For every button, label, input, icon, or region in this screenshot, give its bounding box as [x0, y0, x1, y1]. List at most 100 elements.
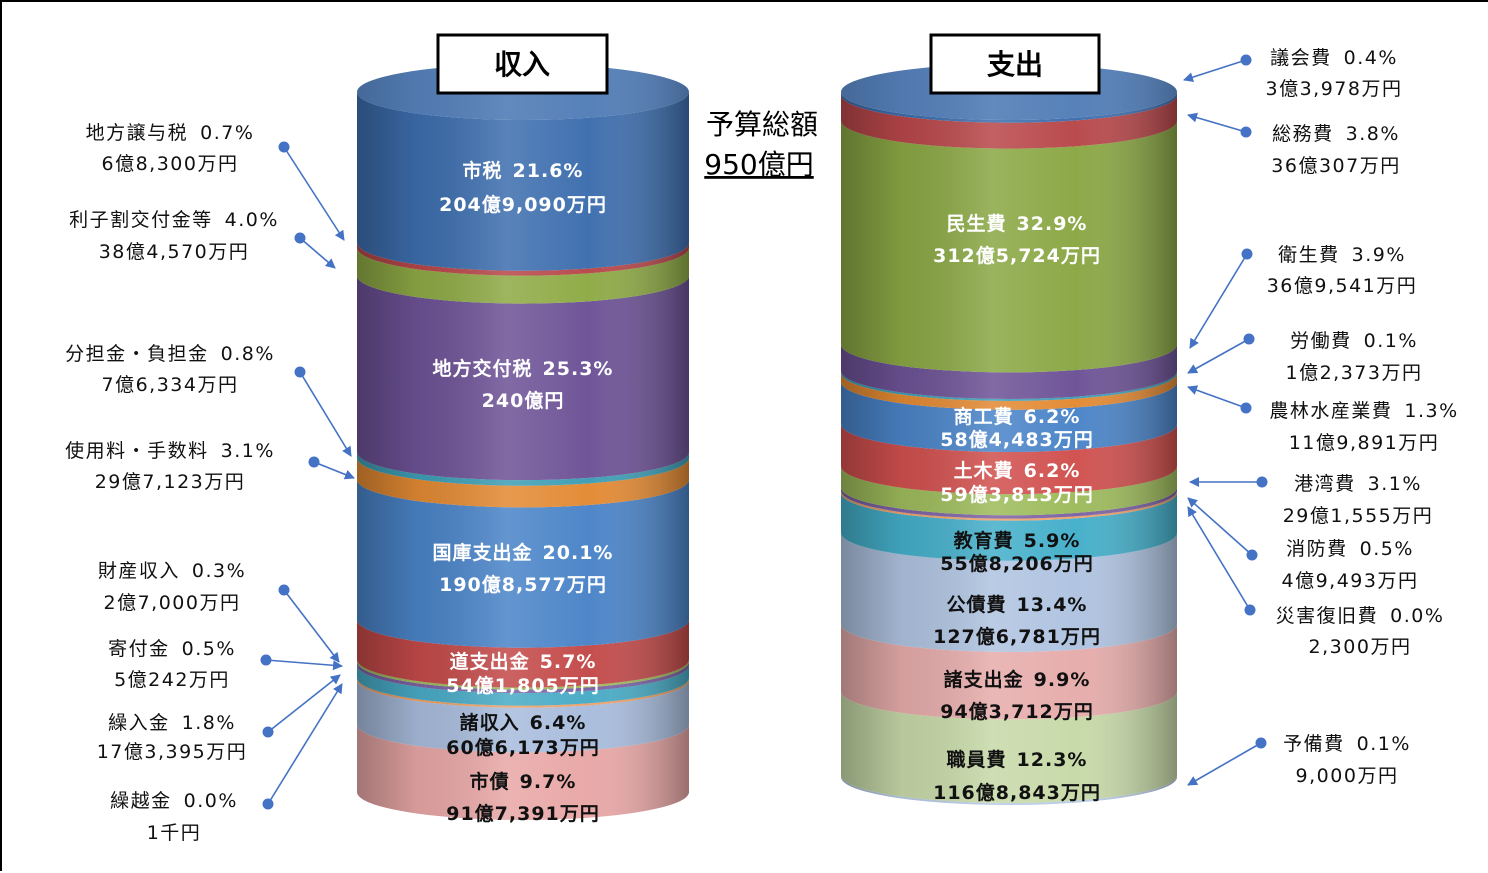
income-callout-line-8: [283, 589, 340, 663]
income-side-segment-name-11: 繰越金: [110, 790, 172, 812]
expenditure-label-name-14: 職員費 12.3%: [947, 748, 1088, 771]
expenditure-side-segment-name-3: 衛生費: [1278, 244, 1340, 266]
expenditure-title: 支出: [987, 48, 1043, 81]
expenditure-segment-name-2: 民生費: [947, 212, 1007, 235]
income-label-name-7: 道支出金 5.7%: [450, 650, 597, 673]
income-segment-name-0: 市税: [463, 159, 503, 182]
income-label-7: 道支出金 5.7%54億1,805万円: [446, 650, 599, 697]
expenditure-label-11: 教育費 5.9%55億8,206万円: [940, 529, 1093, 575]
expenditure-side-label-1: 総務費 3.8% 36億307万円: [1271, 123, 1400, 177]
income-label-name-6: 国庫支出金 20.1%: [433, 541, 614, 564]
expenditure-side-name-4: 労働費 0.1%: [1290, 330, 1418, 352]
income-title: 収入: [494, 48, 550, 81]
expenditure-callout-line-10: [1187, 506, 1251, 611]
expenditure-side-segment-pct-3: 3.9%: [1352, 244, 1406, 266]
expenditure-side-label-3: 衛生費 3.9% 36億9,541万円: [1267, 244, 1416, 297]
income-segment-name-12: 諸収入: [460, 711, 520, 734]
income-segment-amount-0: 204億9,090万円: [439, 193, 607, 216]
income-segment-name-13: 市債: [470, 770, 510, 793]
income-label-6: 国庫支出金 20.1% 190億8,577万円: [433, 541, 614, 596]
expenditure-title-box: [929, 33, 1101, 95]
income-side-name-9: 寄付金 0.5%: [108, 638, 236, 660]
expenditure-segment-amount-14: 116億8,843万円: [933, 781, 1101, 804]
expenditure-segment-amount-12: 127億6,781万円: [933, 625, 1101, 648]
expenditure-side-segment-name-5: 農林水産業費: [1269, 400, 1392, 422]
expenditure-segment-name-7: 土木費: [954, 459, 1014, 482]
income-label-name-12: 諸収入 6.4%: [460, 711, 587, 734]
expenditure-label-name-12: 公債費 13.4%: [947, 593, 1088, 616]
expenditure-side-segment-name-15: 予備費: [1283, 733, 1345, 755]
expenditure-side-name-3: 衛生費 3.9%: [1278, 244, 1406, 266]
expenditure-side-label-15: 予備費 0.1% 9,000万円: [1283, 733, 1409, 787]
income-segment-name-7: 道支出金: [450, 650, 530, 673]
expenditure-segment-pct-7: 6.2%: [1024, 460, 1081, 482]
expenditure-side-segment-amount-0: 3億3,978万円: [1266, 78, 1403, 100]
expenditure-side-segment-name-0: 議会費: [1270, 47, 1332, 69]
expenditure-side-segment-name-4: 労働費: [1290, 330, 1352, 352]
expenditure-callout-line-4: [1187, 338, 1250, 374]
income-side-label-4: 分担金・負担金 0.8% 7億6,334万円: [65, 343, 275, 396]
income-side-segment-amount-8: 2億7,000万円: [104, 592, 241, 614]
expenditure-label-7: 土木費 6.2%59億3,813万円: [940, 459, 1093, 506]
income-callout-dot-4: [294, 366, 306, 378]
expenditure-side-segment-amount-10: 2,300万円: [1309, 636, 1412, 658]
expenditure-side-segment-name-1: 総務費: [1272, 123, 1334, 145]
income-side-segment-amount-1: 6億8,300万円: [102, 153, 239, 175]
total-label: 予算総額: [706, 108, 818, 141]
income-side-segment-pct-5: 3.1%: [221, 440, 275, 462]
income-callout-dot-8: [278, 584, 290, 596]
income-label-name-13: 市債 9.7%: [470, 770, 577, 793]
income-side-segment-pct-1: 0.7%: [200, 122, 254, 144]
income-label-13: 市債 9.7% 91億7,391万円: [446, 770, 599, 825]
expenditure-label-name-11: 教育費 5.9%: [954, 529, 1081, 552]
income-segment-amount-3: 240億円: [482, 389, 565, 412]
income-label-name-0: 市税 21.6%: [463, 159, 584, 182]
expenditure-segment-pct-6: 6.2%: [1024, 406, 1081, 428]
income-segment-name-3: 地方交付税: [433, 357, 533, 380]
income-side-segment-amount-2: 38億4,570万円: [99, 241, 250, 263]
total-value: 950億円: [704, 148, 813, 181]
income-callout-dot-11: [262, 798, 274, 810]
income-side-segment-pct-2: 4.0%: [225, 209, 279, 231]
expenditure-side-label-5: 農林水産業費 1.3% 11億9,891万円: [1269, 400, 1457, 454]
income-label-name-3: 地方交付税 25.3%: [433, 357, 614, 380]
expenditure-label-name-6: 商工費 6.2%: [954, 405, 1081, 428]
expenditure-label-2: 民生費 32.9% 312億5,724万円: [933, 212, 1100, 267]
expenditure-segment-pct-11: 5.9%: [1024, 530, 1081, 552]
expenditure-side-name-10: 災害復旧費 0.0%: [1276, 605, 1445, 627]
income-callout-dot-2: [294, 232, 306, 244]
income-side-name-4: 分担金・負担金 0.8%: [65, 343, 275, 365]
expenditure-label-13: 諸支出金 9.9% 94億3,712万円: [940, 668, 1093, 723]
expenditure-side-segment-amount-15: 9,000万円: [1296, 765, 1399, 787]
income-side-segment-name-9: 寄付金: [108, 638, 170, 660]
expenditure-side-segment-pct-1: 3.8%: [1346, 123, 1400, 145]
income-segment-pct-7: 5.7%: [540, 651, 597, 673]
income-callout-line-10: [267, 674, 341, 733]
expenditure-side-name-1: 総務費 3.8%: [1272, 123, 1400, 145]
income-side-label-9: 寄付金 0.5% 5億242万円: [108, 638, 236, 691]
expenditure-segment-name-12: 公債費: [947, 593, 1007, 616]
income-side-name-5: 使用料・手数料 3.1%: [65, 440, 275, 462]
expenditure-side-name-0: 議会費 0.4%: [1270, 47, 1398, 69]
income-side-segment-amount-11: 1千円: [147, 822, 202, 844]
expenditure-segment-amount-6: 58億4,483万円: [940, 428, 1094, 451]
income-segment-amount-6: 190億8,577万円: [439, 573, 607, 596]
expenditure-side-name-9: 消防費 0.5%: [1286, 538, 1414, 560]
income-callout-line-4: [299, 371, 352, 457]
income-callout-line-2: [299, 237, 336, 269]
expenditure-callout-dot-10: [1244, 604, 1256, 616]
income-side-segment-amount-9: 5億242万円: [114, 669, 230, 691]
income-label-0: 市税 21.6% 204億9,090万円: [439, 159, 607, 216]
expenditure-side-label-8: 港湾費 3.1% 29億1,555万円: [1283, 473, 1432, 527]
callout-lines: [260, 54, 1268, 810]
income-segment-pct-13: 9.7%: [520, 771, 577, 793]
income-callout-dot-9: [260, 654, 272, 666]
income-segment-name-6: 国庫支出金: [433, 541, 533, 564]
expenditure-callout-dot-15: [1255, 737, 1267, 749]
income-side-label-11: 繰越金 0.0% 1千円: [110, 790, 236, 844]
expenditure-segment-pct-12: 13.4%: [1017, 594, 1088, 616]
income-callout-line-5: [313, 461, 355, 480]
expenditure-segment-name-14: 職員費: [947, 748, 1007, 771]
